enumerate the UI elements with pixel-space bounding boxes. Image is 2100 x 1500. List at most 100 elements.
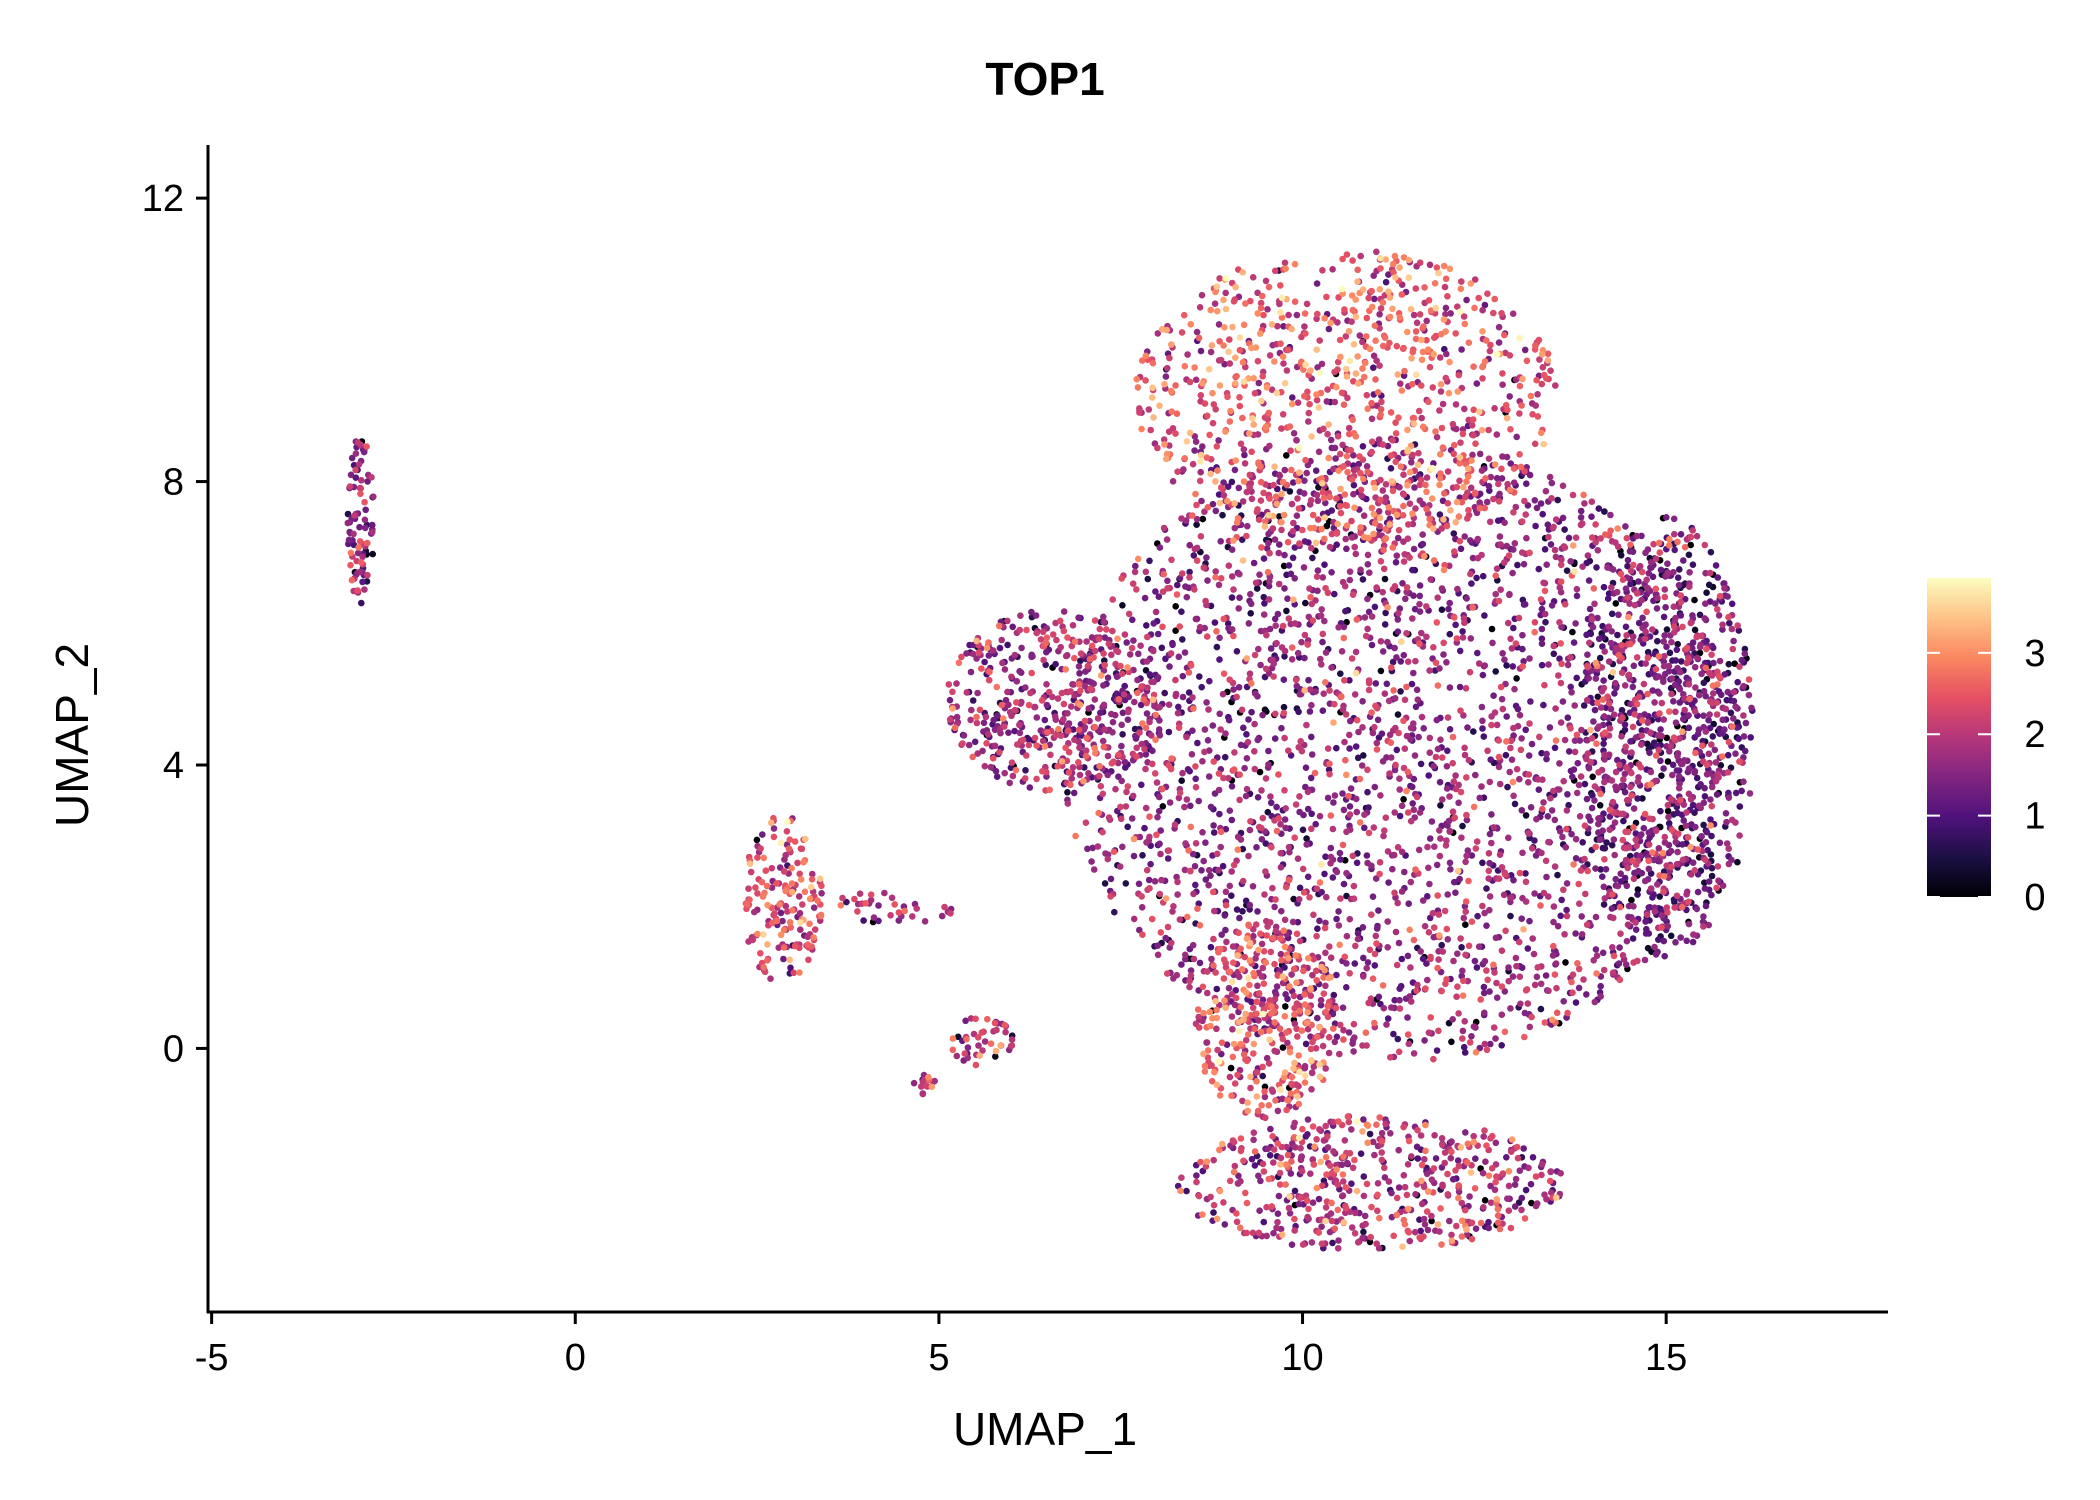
data-point [1405, 521, 1412, 528]
data-point [795, 893, 803, 900]
data-point [1279, 1035, 1287, 1043]
data-point [1302, 764, 1310, 771]
data-point [1452, 1167, 1459, 1174]
data-point [799, 901, 806, 908]
data-point [1135, 880, 1143, 888]
data-point [1284, 595, 1291, 602]
data-point [1469, 451, 1476, 459]
data-point [1370, 364, 1377, 372]
data-point [1333, 971, 1340, 979]
data-point [1622, 961, 1630, 968]
data-point [1506, 352, 1514, 359]
data-point [1002, 1028, 1009, 1036]
data-point [947, 910, 954, 917]
data-point [1267, 948, 1275, 956]
data-point [1485, 1224, 1492, 1232]
data-point [1623, 882, 1631, 890]
data-point [1357, 252, 1364, 260]
data-point [1031, 703, 1039, 711]
data-point [1466, 537, 1474, 544]
data-point [1635, 578, 1642, 585]
data-point [1624, 562, 1631, 570]
data-point [1705, 581, 1713, 589]
data-point [1498, 1042, 1505, 1049]
data-point [1195, 1024, 1203, 1031]
data-point [1329, 1010, 1337, 1018]
data-point [1507, 1005, 1514, 1012]
data-point [1100, 682, 1107, 689]
data-point [1236, 570, 1243, 578]
data-point [1381, 827, 1388, 834]
data-point [1195, 797, 1202, 805]
data-point [1330, 465, 1337, 473]
data-point [1673, 892, 1681, 900]
data-point [1385, 879, 1392, 886]
data-point [1383, 1021, 1390, 1028]
data-point [1521, 601, 1529, 608]
data-point [1297, 1144, 1304, 1152]
data-point [1228, 594, 1236, 601]
data-point [1645, 570, 1653, 577]
data-point [1274, 610, 1282, 618]
data-point [1467, 570, 1474, 578]
data-point [1405, 1040, 1413, 1048]
data-point [1627, 738, 1634, 745]
data-point [1248, 1155, 1256, 1163]
data-point [1265, 747, 1272, 755]
data-point [1316, 337, 1323, 344]
data-point [1210, 829, 1218, 836]
data-point [1650, 540, 1657, 548]
data-point [1600, 677, 1607, 684]
data-point [1348, 318, 1355, 326]
data-point [1583, 991, 1590, 998]
data-point [1368, 448, 1375, 456]
data-point [1463, 595, 1470, 602]
data-point [1735, 735, 1742, 743]
data-point [1288, 1080, 1295, 1088]
data-point [1725, 845, 1732, 852]
data-point [1288, 1241, 1296, 1248]
data-point [1510, 479, 1518, 487]
data-point [1621, 874, 1629, 882]
data-point [1726, 619, 1733, 627]
data-point [1425, 772, 1432, 779]
data-point [1464, 724, 1471, 731]
data-point [1381, 690, 1389, 697]
data-point [1362, 632, 1370, 640]
data-point [1328, 530, 1336, 538]
data-point [1714, 863, 1722, 870]
data-point [1692, 684, 1699, 691]
data-point [1401, 1183, 1409, 1191]
data-point [1479, 375, 1486, 382]
data-point [1410, 311, 1418, 319]
data-point [856, 890, 864, 897]
data-point [1346, 731, 1353, 739]
data-point [1449, 808, 1457, 815]
data-point [1264, 808, 1272, 816]
data-point [1462, 685, 1470, 692]
data-point [1612, 679, 1619, 687]
data-point [974, 750, 981, 757]
data-point [1164, 923, 1172, 931]
data-point [1602, 866, 1610, 873]
data-point [963, 650, 970, 657]
data-point [1215, 437, 1222, 444]
data-point [1559, 833, 1566, 841]
data-point [1408, 1153, 1415, 1160]
data-point [1740, 754, 1747, 761]
data-point [1327, 853, 1335, 861]
data-point [797, 926, 804, 933]
data-point [1265, 539, 1272, 547]
data-point [1597, 704, 1605, 711]
data-point [1363, 391, 1371, 399]
data-point [1614, 631, 1621, 639]
data-point [1377, 638, 1385, 645]
data-point [1278, 724, 1285, 732]
data-point [1100, 701, 1108, 709]
data-point [1230, 861, 1238, 869]
data-point [1101, 726, 1108, 733]
data-point [1481, 1127, 1488, 1134]
data-point [1438, 941, 1445, 949]
data-point [1226, 1177, 1234, 1185]
data-point [1198, 291, 1206, 299]
